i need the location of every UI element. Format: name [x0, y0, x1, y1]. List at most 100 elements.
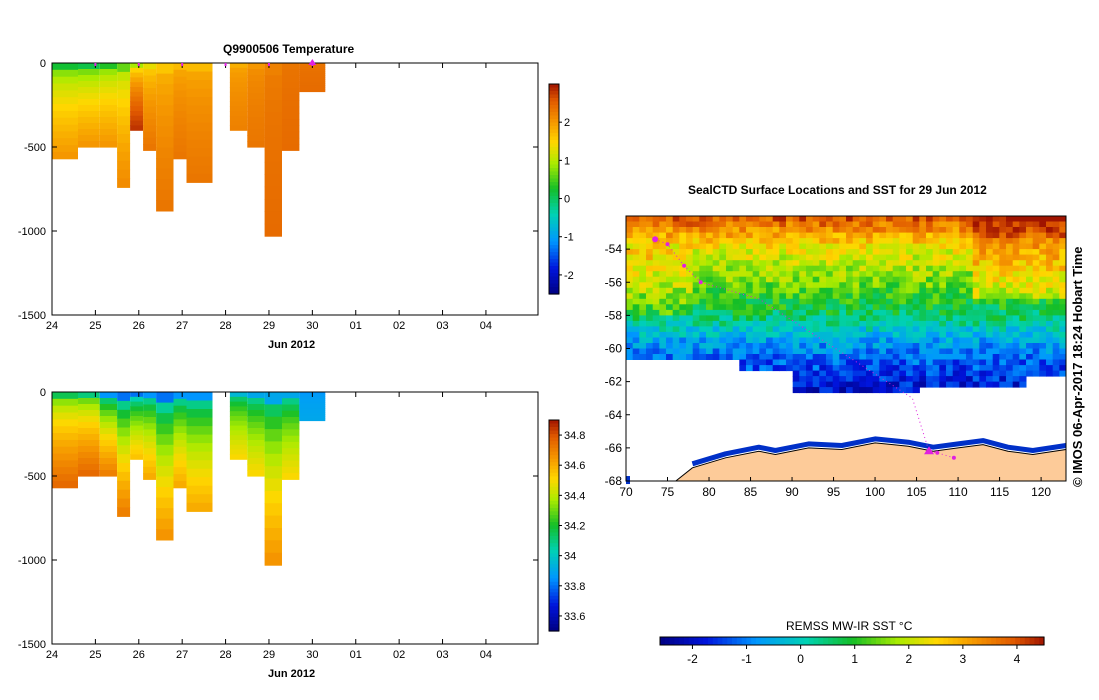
sst-cell [912, 249, 920, 256]
sst-cell [639, 343, 647, 349]
sst-cell [879, 337, 887, 344]
sst-cell [766, 359, 774, 366]
sst-cell [912, 387, 920, 394]
colorbar-swatch [549, 227, 559, 232]
sst-cell [866, 287, 874, 294]
profile-cell [78, 416, 100, 423]
sst-cell [866, 293, 874, 300]
sst-cell [746, 276, 754, 283]
sst-cell [899, 326, 907, 333]
profile-cell [99, 75, 118, 82]
sst-cell [739, 271, 747, 278]
sst-cell [1039, 304, 1047, 311]
sst-cell [826, 243, 834, 250]
profile-cell [186, 443, 213, 453]
sst-cell [946, 376, 954, 383]
profile-cell [78, 446, 100, 453]
sst-cell [926, 276, 934, 283]
sst-cell [806, 343, 814, 349]
sst-cell [919, 298, 927, 305]
sst-cell [1006, 243, 1014, 250]
sst-cell [1019, 309, 1027, 316]
sst-cell [626, 243, 634, 250]
sst-cell [1059, 343, 1067, 349]
sst-cell [846, 227, 854, 233]
sst-cell [886, 298, 894, 305]
sst-cell [939, 298, 947, 305]
colorbar-swatch [549, 140, 559, 145]
sst-cell [939, 293, 947, 300]
profile-cell [78, 410, 100, 417]
profile-cell [229, 67, 248, 74]
sst-cell [899, 282, 907, 289]
sst-cell [1026, 348, 1034, 355]
sst-cell [826, 304, 834, 311]
sst-cell [632, 326, 640, 333]
colorbar-swatch [549, 472, 559, 477]
sst-cell [966, 304, 974, 311]
sst-cell [899, 315, 907, 322]
sst-cell [832, 282, 840, 289]
profile-cell [117, 125, 131, 135]
sst-cell [646, 331, 654, 338]
sst-cell [972, 249, 980, 256]
profile-column [117, 63, 131, 188]
sst-cell [899, 337, 907, 344]
sst-cell [666, 326, 674, 333]
colorbar-tick-label: 1 [564, 155, 570, 167]
sst-cell [926, 232, 934, 239]
sst-cell [912, 271, 920, 278]
colorbar-tick-label: 34.6 [564, 460, 585, 472]
sst-cell [959, 216, 967, 222]
colorbar-swatch [549, 455, 559, 460]
sst-cell [1059, 265, 1067, 272]
sst-cell [906, 331, 914, 338]
sst-cell [872, 354, 880, 360]
sst-cell [1006, 309, 1014, 316]
sst-cell [639, 326, 647, 333]
sst-colorbar-swatch [962, 637, 968, 645]
sst-cell [692, 238, 700, 245]
sst-cell [826, 298, 834, 305]
sst-cell [919, 249, 927, 256]
sst-cell [992, 298, 1000, 305]
profile-cell [264, 552, 282, 566]
sst-cell [1006, 354, 1014, 360]
sst-cell [672, 265, 680, 272]
sst-cell [786, 293, 794, 300]
profile-cell [247, 99, 265, 106]
sst-cell [786, 254, 794, 261]
colorbar-tick-label: 34.2 [564, 521, 585, 533]
sst-cell [959, 298, 967, 305]
sst-cell [639, 260, 647, 267]
sst-cell [992, 216, 1000, 222]
sst-cell [679, 232, 687, 239]
sst-cell [659, 271, 667, 278]
sst-cell [772, 359, 780, 366]
profile-cell [143, 454, 157, 462]
sst-cell [712, 221, 720, 228]
sst-cell [932, 298, 940, 305]
sst-cell [646, 216, 654, 222]
profile-cell [247, 117, 265, 124]
sst-cell [626, 309, 634, 316]
sst-cell [706, 331, 714, 338]
profile-cell [173, 83, 187, 91]
sst-cell [879, 370, 887, 377]
profile-cell [156, 168, 174, 180]
sst-cell [912, 260, 920, 267]
profile-cell [247, 135, 265, 142]
sst-cell [632, 276, 640, 283]
sst-cell [899, 254, 907, 261]
sst-cell [1052, 326, 1060, 333]
sst-colorbar-swatch [813, 637, 819, 645]
sst-cell [646, 227, 654, 233]
profile-cell [117, 463, 131, 473]
sst-cell [859, 387, 867, 394]
sst-colorbar-swatch [885, 637, 891, 645]
profile-cell [173, 131, 187, 139]
profile-cell [78, 105, 100, 112]
sst-cell [746, 326, 754, 333]
colorbar-swatch [549, 185, 559, 190]
sst-cell [646, 343, 654, 349]
